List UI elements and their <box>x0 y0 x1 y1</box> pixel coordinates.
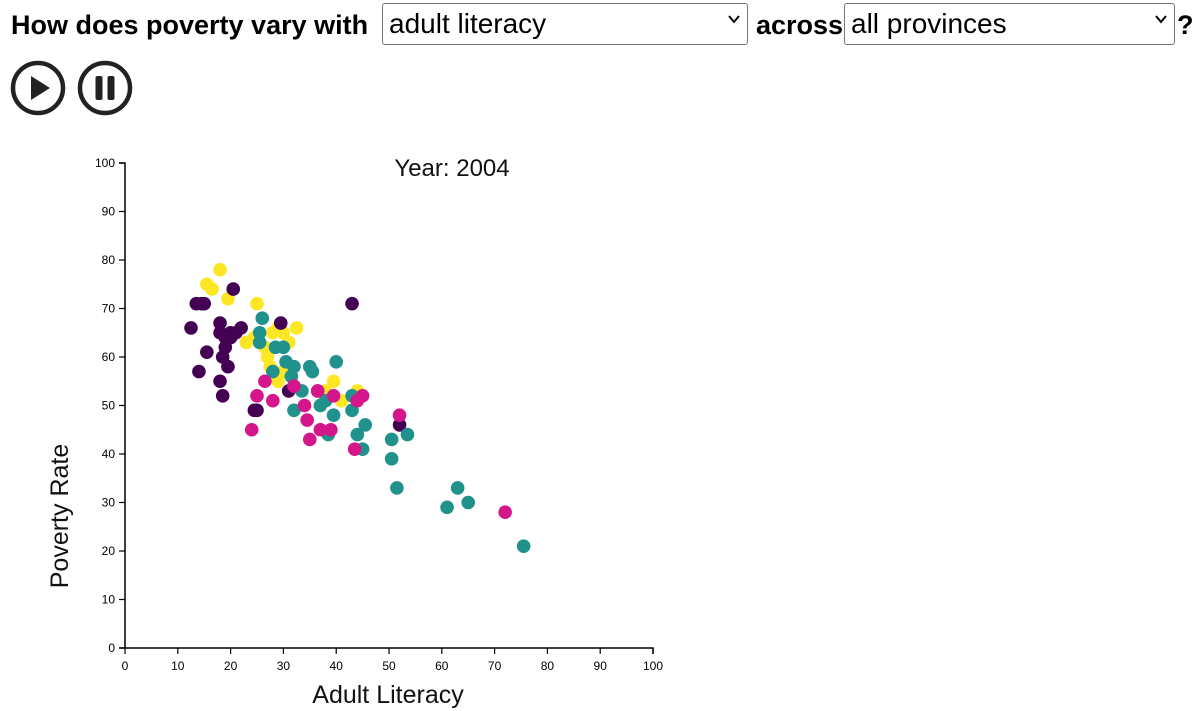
data-point <box>287 379 301 393</box>
data-point <box>300 413 314 427</box>
data-point <box>252 335 267 350</box>
y-axis-label: Poverty Rate <box>46 444 74 589</box>
data-point <box>345 296 359 311</box>
data-point <box>326 389 341 403</box>
data-point <box>197 296 211 311</box>
y-tick-label: 30 <box>102 496 116 510</box>
x-tick-label: 100 <box>643 659 663 673</box>
y-tick-label: 0 <box>108 641 115 655</box>
data-point <box>303 432 317 447</box>
x-axis-label: Adult Literacy <box>312 681 464 709</box>
play-button[interactable] <box>10 60 66 116</box>
data-point <box>273 316 288 330</box>
y-tick-label: 40 <box>102 447 116 461</box>
points-layer <box>184 262 531 553</box>
data-point <box>350 427 365 442</box>
y-tick-label: 90 <box>102 205 116 219</box>
x-tick-label: 30 <box>277 659 291 673</box>
data-point <box>250 403 264 418</box>
x-tick-label: 40 <box>330 659 344 673</box>
data-point <box>324 422 338 437</box>
data-point <box>258 374 272 389</box>
x-tick-label: 50 <box>382 659 396 673</box>
chevron-down-icon <box>1155 15 1167 24</box>
x-axis-line <box>119 162 654 654</box>
y-tick-label: 80 <box>102 253 116 267</box>
y-tick-label: 60 <box>102 350 116 364</box>
indicator-select[interactable]: adult literacy <box>382 3 748 45</box>
y-tick-label: 20 <box>102 544 116 558</box>
data-point <box>250 296 264 311</box>
pause-button[interactable] <box>77 60 133 116</box>
chevron-down-icon <box>728 15 740 24</box>
question-prefix: How does poverty vary with <box>11 10 369 40</box>
x-tick-label: 70 <box>488 659 502 673</box>
x-tick-label: 0 <box>122 659 129 673</box>
question-bar: How does poverty vary with adult literac… <box>0 0 1200 56</box>
y-tick-label: 70 <box>102 302 116 316</box>
data-point <box>213 262 227 277</box>
y-tick-label: 100 <box>95 156 115 170</box>
axes: 0 10 20 30 40 50 60 70 80 90 100 0 10 20 30 40 50 60 70 80 9… <box>95 156 663 673</box>
data-point <box>392 408 407 423</box>
data-point <box>184 321 198 335</box>
data-point <box>244 422 259 437</box>
data-point <box>355 389 370 403</box>
data-point <box>213 316 227 330</box>
data-point <box>384 452 399 466</box>
data-point <box>287 359 301 374</box>
question-suffix: ? <box>1177 10 1194 40</box>
data-point <box>313 422 328 437</box>
question-middle: across <box>756 10 844 40</box>
x-tick-label: 80 <box>541 659 555 673</box>
data-point <box>461 495 476 510</box>
pause-circle-icon <box>77 60 133 116</box>
data-point <box>226 282 241 296</box>
data-point <box>215 389 230 403</box>
data-point <box>329 355 344 369</box>
data-point <box>287 403 301 418</box>
y-tick-label: 50 <box>102 399 116 413</box>
data-point <box>213 374 227 389</box>
x-tick-label: 60 <box>435 659 449 673</box>
data-point <box>234 321 248 335</box>
region-select-value: all provinces <box>851 8 1007 39</box>
data-point <box>440 500 454 515</box>
data-point <box>205 282 219 296</box>
data-point <box>266 393 280 408</box>
data-point <box>276 340 291 355</box>
data-point <box>392 418 407 432</box>
data-point <box>297 398 312 413</box>
data-point <box>310 384 325 398</box>
data-point <box>326 408 341 423</box>
data-point <box>450 481 465 495</box>
data-point <box>221 359 235 374</box>
data-point <box>400 427 415 442</box>
data-point <box>347 442 362 456</box>
x-tick-label: 10 <box>171 659 185 673</box>
x-tick-label: 20 <box>224 659 238 673</box>
data-point <box>250 389 264 403</box>
data-point <box>390 481 404 495</box>
scatter-chart: 0 10 20 30 40 50 60 70 80 90 100 0 10 20 30 40 50 60 70 80 9… <box>46 155 663 709</box>
data-point <box>289 321 304 335</box>
indicator-select-value: adult literacy <box>389 8 547 39</box>
data-point <box>498 505 512 519</box>
data-point <box>255 311 270 325</box>
y-tick-label: 10 <box>102 593 116 607</box>
x-tick-label: 90 <box>594 659 608 673</box>
chart-title: Year: 2004 <box>394 155 509 182</box>
data-point <box>326 374 341 389</box>
data-point <box>266 364 280 379</box>
region-select[interactable]: all provinces <box>844 3 1175 45</box>
data-point <box>305 364 320 379</box>
play-circle-icon <box>10 60 66 116</box>
data-point <box>200 345 214 359</box>
data-point <box>252 325 267 340</box>
data-point <box>192 364 206 379</box>
data-point <box>384 432 399 447</box>
data-point <box>358 418 373 432</box>
data-point <box>516 539 531 553</box>
